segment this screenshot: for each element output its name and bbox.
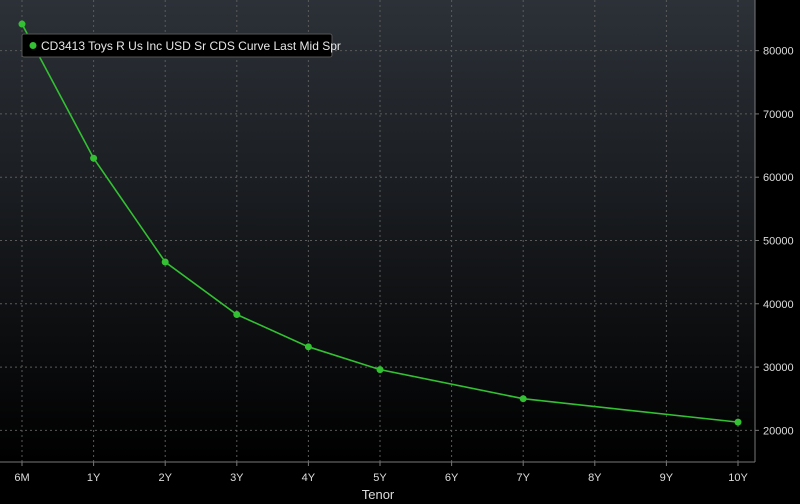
legend: CD3413 Toys R Us Inc USD Sr CDS Curve La…	[21, 33, 341, 58]
data-point	[233, 311, 241, 319]
x-tick-label: 3Y	[230, 472, 244, 484]
data-point	[304, 343, 312, 351]
x-tick-label: 10Y	[728, 472, 748, 484]
x-tick-label: 2Y	[158, 472, 172, 484]
x-tick-label: 5Y	[373, 472, 387, 484]
series-layer	[18, 20, 742, 426]
y-tick-label: 20000	[763, 425, 794, 437]
x-axis-ticks: 6M 1Y 2Y 3Y 4Y 5Y 6Y 7Y 8Y 9Y 10Y	[14, 462, 748, 484]
x-tick-label: 7Y	[516, 472, 530, 484]
x-tick-label: 6Y	[445, 472, 459, 484]
data-point	[376, 366, 384, 374]
plot-area	[0, 0, 755, 462]
y-axis-ticks: 20000 30000 40000 50000 60000 70000 80000	[755, 46, 794, 437]
legend-box	[21, 33, 333, 58]
x-tick-label: 9Y	[660, 472, 674, 484]
y-tick-label: 50000	[763, 235, 794, 247]
data-point	[18, 20, 26, 28]
data-point	[90, 154, 98, 162]
x-tick-label: 8Y	[588, 472, 602, 484]
data-point	[161, 258, 169, 266]
data-point	[519, 395, 527, 403]
legend-marker	[29, 42, 37, 49]
y-tick-label: 60000	[763, 172, 794, 184]
y-tick-label: 80000	[763, 46, 794, 58]
legend-label: CD3413 Toys R Us Inc USD Sr CDS Curve La…	[41, 39, 341, 53]
y-tick-label: 70000	[763, 109, 794, 121]
x-axis-title: Tenor	[362, 487, 395, 502]
y-tick-label: 30000	[763, 362, 794, 374]
series-line	[21, 23, 739, 423]
x-tick-label: 6M	[14, 472, 29, 484]
data-point	[734, 418, 742, 426]
x-tick-label: 4Y	[302, 472, 316, 484]
x-tick-label: 1Y	[87, 472, 101, 484]
y-tick-label: 40000	[763, 299, 794, 311]
